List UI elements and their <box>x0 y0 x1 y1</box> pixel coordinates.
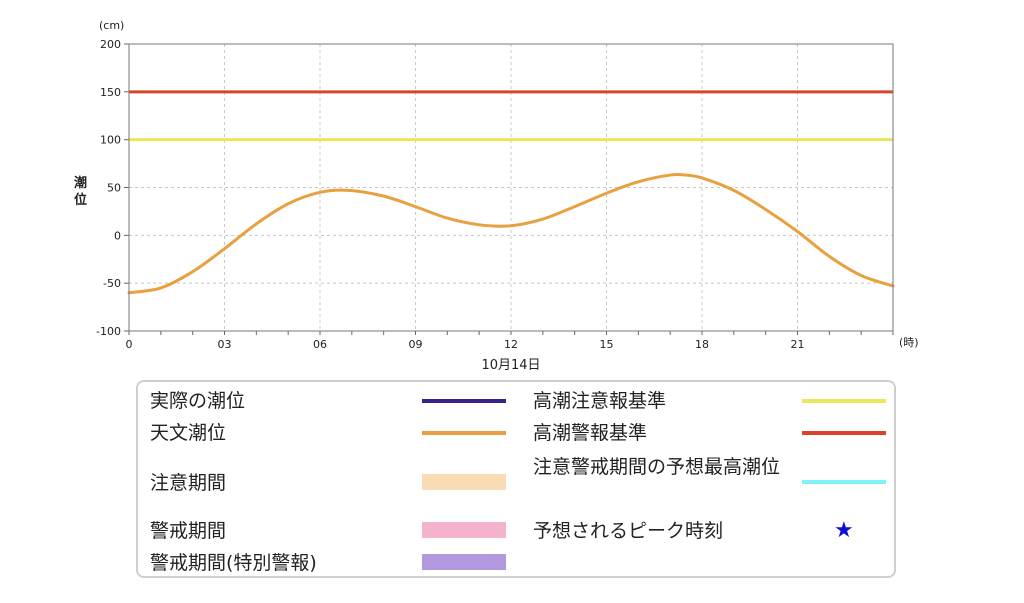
star-icon: ★ <box>834 518 854 543</box>
y-tick-label: 50 <box>107 182 121 195</box>
x-tick-label: 21 <box>791 338 805 351</box>
legend-swatch-caution-period <box>422 474 506 490</box>
legend-label-forecast-max-tide: 注意警戒期間の予想最高潮位 <box>533 456 781 478</box>
y-tick-label: -50 <box>103 277 121 290</box>
x-tick-label: 18 <box>695 338 709 351</box>
x-date: 10月14日 <box>481 358 540 373</box>
legend-label-warning-criterion: 高潮警報基準 <box>533 422 648 444</box>
axes: 200 150 100 50 0 -50 -100 0 03 06 09 12 15 18 21 <box>96 38 894 351</box>
y-tick-label: 100 <box>100 134 121 147</box>
legend-label-astronomical: 天文潮位 <box>150 422 227 444</box>
legend-label-warning-period: 警戒期間 <box>150 520 227 542</box>
x-tick-label: 09 <box>409 338 423 351</box>
y-axis-label: 潮位 <box>74 175 87 208</box>
x-unit: (時) <box>899 336 919 349</box>
y-tick-label: -100 <box>96 325 121 338</box>
y-unit: (cm) <box>99 19 124 32</box>
legend-label-special-warning-period: 警戒期間(特別警報) <box>150 552 317 574</box>
x-tick-label: 0 <box>126 338 133 351</box>
grid <box>129 43 893 332</box>
x-tick-label: 15 <box>600 338 614 351</box>
legend-label-caution-period: 注意期間 <box>150 472 227 494</box>
legend-swatch-caution-criterion <box>802 399 886 403</box>
x-tick-label: 03 <box>218 338 232 351</box>
legend-label-peak-time: 予想されるピーク時刻 <box>533 520 724 542</box>
legend-label-caution-criterion: 高潮注意報基準 <box>533 390 667 412</box>
series-line-astronomical-tide <box>127 172 895 295</box>
x-tick-label: 06 <box>313 338 327 351</box>
y-tick-label: 0 <box>114 229 121 242</box>
series-layer <box>127 172 895 295</box>
y-tick-label: 200 <box>100 38 121 51</box>
x-tick-label: 12 <box>504 338 518 351</box>
reference-lines <box>129 90 893 142</box>
y-tick-label: 150 <box>100 86 121 99</box>
legend-swatch-special-warning-period <box>422 554 506 570</box>
legend-swatch-forecast-max-tide <box>802 480 886 484</box>
legend: 実際の潮位 天文潮位 注意期間 警戒期間 警戒期間(特別警報) 高潮注意報基準 … <box>136 380 896 578</box>
legend-swatch-warning-period <box>422 522 506 538</box>
legend-label-actual: 実際の潮位 <box>150 390 246 412</box>
legend-swatch-warning-criterion <box>802 431 886 435</box>
legend-swatch-astronomical <box>422 431 506 435</box>
plot-frame <box>128 43 894 332</box>
legend-swatch-actual <box>422 399 506 403</box>
